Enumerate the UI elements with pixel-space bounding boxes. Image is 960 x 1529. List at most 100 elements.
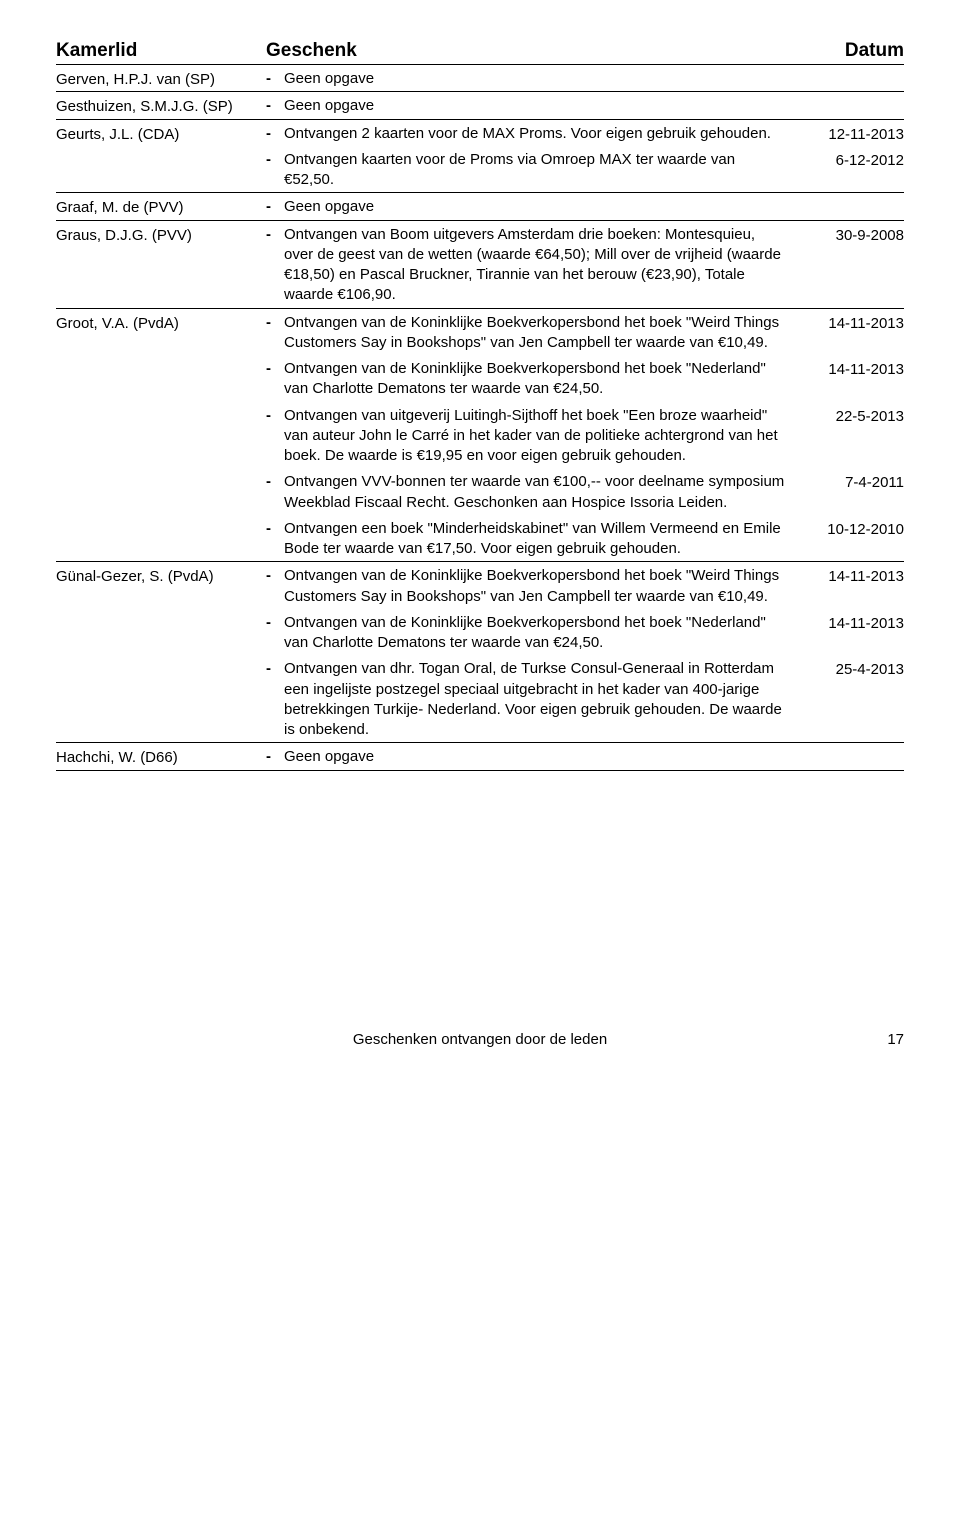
gift-cell: -Geen opgave bbox=[266, 747, 794, 767]
footer-title: Geschenken ontvangen door de leden bbox=[353, 1031, 607, 1048]
bullet-icon: - bbox=[266, 69, 284, 89]
gift-date: 14-11-2013 bbox=[794, 566, 904, 585]
gift-row: Gerven, H.P.J. van (SP)-Geen opgave bbox=[56, 65, 904, 91]
gift-text: Ontvangen van dhr. Togan Oral, de Turkse… bbox=[284, 659, 794, 740]
member-block: Groot, V.A. (PvdA)-Ontvangen van de Koni… bbox=[56, 309, 904, 563]
header-kamerlid: Kamerlid bbox=[56, 40, 266, 62]
member-name: Gesthuizen, S.M.J.G. (SP) bbox=[56, 96, 266, 115]
gift-cell: -Ontvangen van de Koninklijke Boekverkop… bbox=[266, 613, 794, 654]
gift-cell: -Ontvangen van uitgeverij Luitingh-Sijth… bbox=[266, 406, 794, 467]
gift-row: -Ontvangen VVV-bonnen ter waarde van €10… bbox=[56, 468, 904, 515]
header-geschenk: Geschenk bbox=[266, 40, 794, 62]
gift-text: Geen opgave bbox=[284, 69, 794, 89]
gift-date bbox=[794, 96, 904, 98]
gift-row: Groot, V.A. (PvdA)-Ontvangen van de Koni… bbox=[56, 309, 904, 356]
member-block: Graaf, M. de (PVV)-Geen opgave bbox=[56, 193, 904, 220]
gift-date: 14-11-2013 bbox=[794, 613, 904, 632]
bullet-icon: - bbox=[266, 124, 284, 144]
member-name: Graus, D.J.G. (PVV) bbox=[56, 225, 266, 244]
member-name: Geurts, J.L. (CDA) bbox=[56, 124, 266, 143]
gift-text: Ontvangen van uitgeverij Luitingh-Sijtho… bbox=[284, 406, 794, 467]
gift-cell: -Geen opgave bbox=[266, 197, 794, 217]
gift-date: 22-5-2013 bbox=[794, 406, 904, 425]
gift-cell: -Ontvangen een boek "Minderheidskabinet"… bbox=[266, 519, 794, 560]
gift-text: Geen opgave bbox=[284, 197, 794, 217]
gift-text: Ontvangen van de Koninklijke Boekverkope… bbox=[284, 566, 794, 607]
header-datum: Datum bbox=[794, 40, 904, 62]
gift-text: Ontvangen VVV-bonnen ter waarde van €100… bbox=[284, 472, 794, 513]
gift-date: 12-11-2013 bbox=[794, 124, 904, 143]
bullet-icon: - bbox=[266, 406, 284, 467]
gift-row: Hachchi, W. (D66)-Geen opgave bbox=[56, 743, 904, 769]
gift-cell: -Ontvangen kaarten voor de Proms via Omr… bbox=[266, 150, 794, 191]
gift-cell: -Ontvangen 2 kaarten voor de MAX Proms. … bbox=[266, 124, 794, 144]
gift-row: -Ontvangen kaarten voor de Proms via Omr… bbox=[56, 146, 904, 193]
gift-date: 6-12-2012 bbox=[794, 150, 904, 169]
gift-date: 7-4-2011 bbox=[794, 472, 904, 491]
bullet-icon: - bbox=[266, 313, 284, 354]
bullet-icon: - bbox=[266, 566, 284, 607]
gift-cell: -Ontvangen van Boom uitgevers Amsterdam … bbox=[266, 225, 794, 306]
members-list: Gerven, H.P.J. van (SP)-Geen opgaveGesth… bbox=[56, 65, 904, 771]
member-name: Günal-Gezer, S. (PvdA) bbox=[56, 566, 266, 585]
gift-text: Ontvangen kaarten voor de Proms via Omro… bbox=[284, 150, 794, 191]
gift-text: Ontvangen van de Koninklijke Boekverkope… bbox=[284, 359, 794, 400]
gift-cell: -Ontvangen van de Koninklijke Boekverkop… bbox=[266, 566, 794, 607]
gift-row: -Ontvangen van uitgeverij Luitingh-Sijth… bbox=[56, 402, 904, 469]
member-name: Hachchi, W. (D66) bbox=[56, 747, 266, 766]
gift-date bbox=[794, 197, 904, 199]
member-block: Hachchi, W. (D66)-Geen opgave bbox=[56, 743, 904, 770]
gift-date bbox=[794, 747, 904, 749]
gift-cell: -Ontvangen van de Koninklijke Boekverkop… bbox=[266, 313, 794, 354]
gift-date: 25-4-2013 bbox=[794, 659, 904, 678]
gift-row: Gesthuizen, S.M.J.G. (SP)-Geen opgave bbox=[56, 92, 904, 118]
gift-row: -Ontvangen een boek "Minderheidskabinet"… bbox=[56, 515, 904, 562]
member-name bbox=[56, 472, 266, 474]
gift-cell: -Ontvangen van dhr. Togan Oral, de Turks… bbox=[266, 659, 794, 740]
gift-cell: -Geen opgave bbox=[266, 69, 794, 89]
gift-cell: -Ontvangen van de Koninklijke Boekverkop… bbox=[266, 359, 794, 400]
gift-date: 30-9-2008 bbox=[794, 225, 904, 244]
bullet-icon: - bbox=[266, 96, 284, 116]
member-block: Günal-Gezer, S. (PvdA)-Ontvangen van de … bbox=[56, 562, 904, 743]
bullet-icon: - bbox=[266, 613, 284, 654]
gift-date bbox=[794, 69, 904, 71]
gift-text: Ontvangen van de Koninklijke Boekverkope… bbox=[284, 313, 794, 354]
footer-page-number: 17 bbox=[887, 1031, 904, 1048]
gift-row: Günal-Gezer, S. (PvdA)-Ontvangen van de … bbox=[56, 562, 904, 609]
table-header: Kamerlid Geschenk Datum bbox=[56, 40, 904, 65]
member-name bbox=[56, 359, 266, 361]
member-name: Groot, V.A. (PvdA) bbox=[56, 313, 266, 332]
page-footer: Geschenken ontvangen door de leden 17 bbox=[56, 1031, 904, 1048]
member-name: Graaf, M. de (PVV) bbox=[56, 197, 266, 216]
bullet-icon: - bbox=[266, 225, 284, 306]
gift-date: 14-11-2013 bbox=[794, 359, 904, 378]
gift-date: 10-12-2010 bbox=[794, 519, 904, 538]
gift-row: -Ontvangen van dhr. Togan Oral, de Turks… bbox=[56, 655, 904, 742]
gift-text: Ontvangen van de Koninklijke Boekverkope… bbox=[284, 613, 794, 654]
page: Kamerlid Geschenk Datum Gerven, H.P.J. v… bbox=[0, 0, 960, 1078]
gift-row: -Ontvangen van de Koninklijke Boekverkop… bbox=[56, 609, 904, 656]
gift-row: Graaf, M. de (PVV)-Geen opgave bbox=[56, 193, 904, 219]
member-name: Gerven, H.P.J. van (SP) bbox=[56, 69, 266, 88]
bullet-icon: - bbox=[266, 747, 284, 767]
gift-cell: -Geen opgave bbox=[266, 96, 794, 116]
bullet-icon: - bbox=[266, 519, 284, 560]
bullet-icon: - bbox=[266, 359, 284, 400]
gift-date: 14-11-2013 bbox=[794, 313, 904, 332]
bullet-icon: - bbox=[266, 197, 284, 217]
gift-cell: -Ontvangen VVV-bonnen ter waarde van €10… bbox=[266, 472, 794, 513]
bullet-icon: - bbox=[266, 659, 284, 740]
gift-text: Geen opgave bbox=[284, 96, 794, 116]
gift-text: Ontvangen 2 kaarten voor de MAX Proms. V… bbox=[284, 124, 794, 144]
member-name bbox=[56, 659, 266, 661]
member-block: Graus, D.J.G. (PVV)-Ontvangen van Boom u… bbox=[56, 221, 904, 309]
member-block: Geurts, J.L. (CDA)-Ontvangen 2 kaarten v… bbox=[56, 120, 904, 194]
member-block: Gesthuizen, S.M.J.G. (SP)-Geen opgave bbox=[56, 92, 904, 119]
member-name bbox=[56, 613, 266, 615]
gift-text: Ontvangen van Boom uitgevers Amsterdam d… bbox=[284, 225, 794, 306]
member-name bbox=[56, 150, 266, 152]
member-name bbox=[56, 406, 266, 408]
member-block: Gerven, H.P.J. van (SP)-Geen opgave bbox=[56, 65, 904, 92]
member-name bbox=[56, 519, 266, 521]
